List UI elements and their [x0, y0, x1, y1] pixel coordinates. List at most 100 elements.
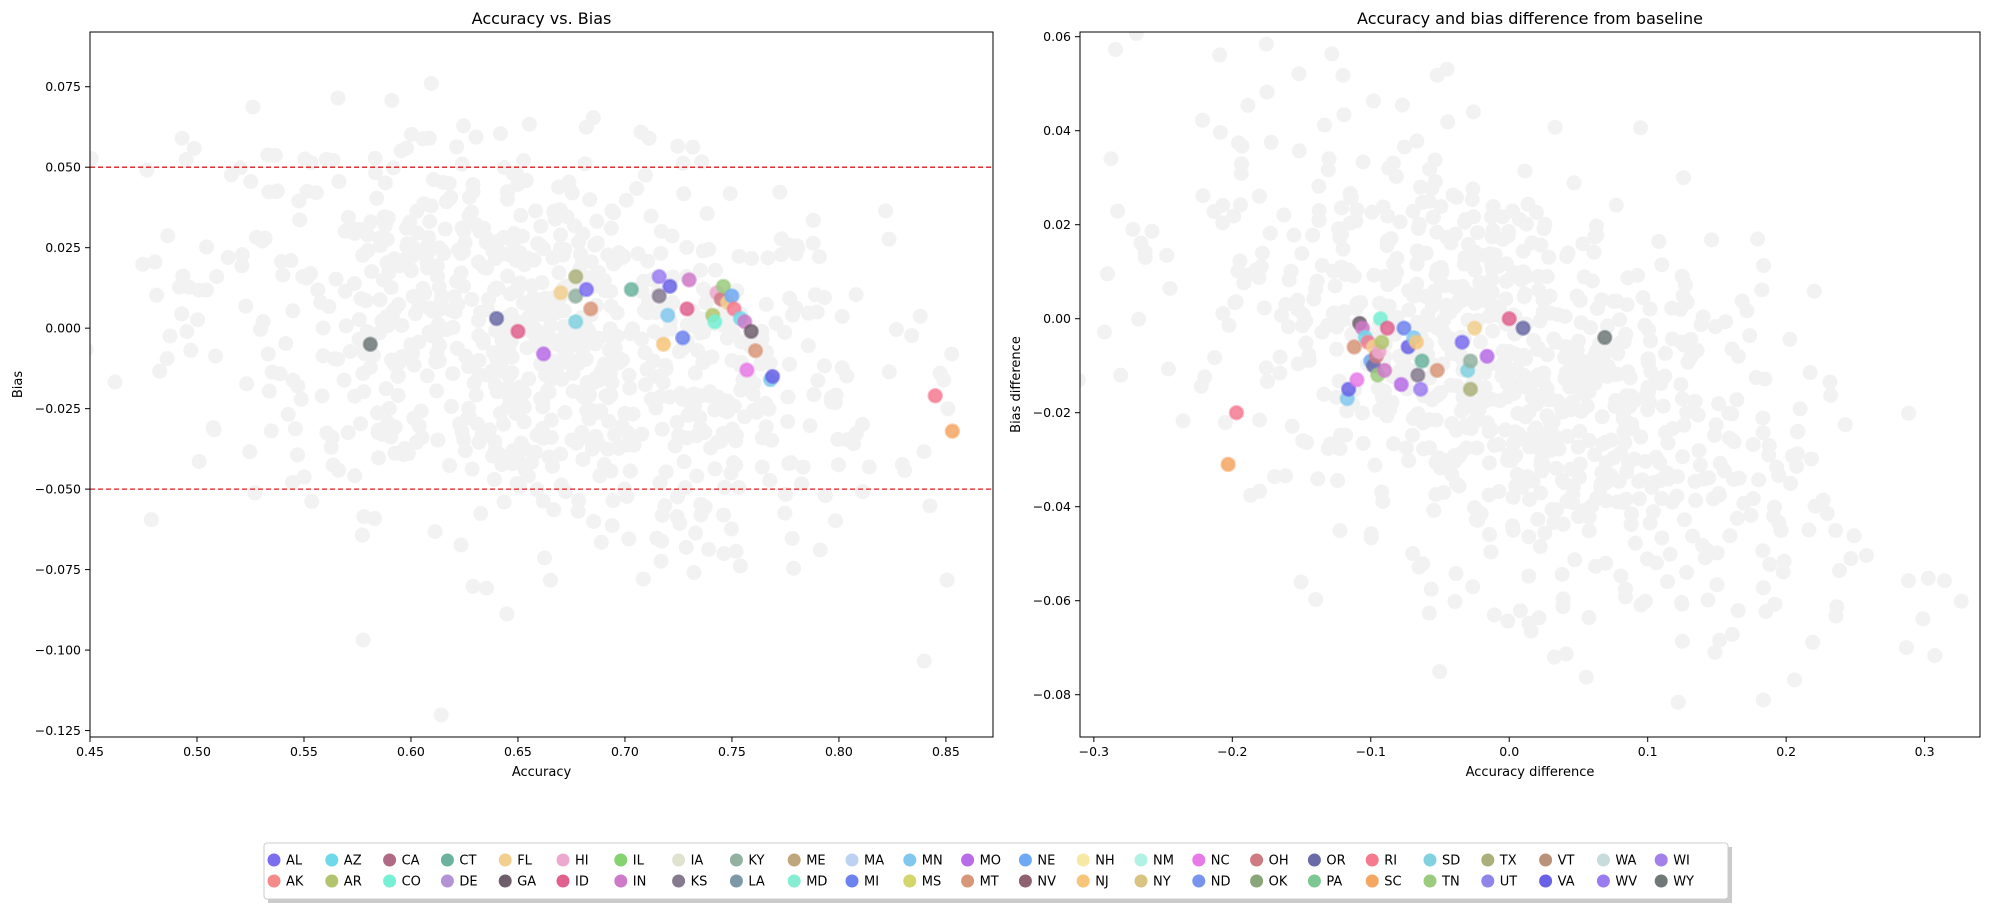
background-point: [239, 376, 255, 392]
background-point: [687, 365, 703, 381]
background-point: [1320, 162, 1336, 178]
background-point: [1806, 283, 1822, 299]
background-point: [434, 288, 450, 304]
background-point: [107, 374, 123, 390]
data-point-id: [1501, 310, 1517, 327]
background-point: [1953, 593, 1969, 609]
background-point: [1384, 394, 1400, 410]
background-point: [364, 264, 380, 280]
background-point: [209, 269, 225, 285]
legend-label: AR: [344, 875, 362, 890]
data-point-ct: [1414, 353, 1430, 369]
background-point: [1444, 466, 1460, 482]
legend-label: TX: [1499, 854, 1517, 869]
y-tick-label: −0.050: [35, 482, 81, 497]
legend-marker: [1192, 853, 1206, 867]
background-point: [1771, 515, 1787, 531]
background-point: [654, 533, 670, 549]
background-point: [1469, 440, 1485, 456]
background-point: [916, 653, 932, 669]
y-tick-label: −0.08: [1033, 687, 1071, 702]
data-point-mi: [674, 330, 691, 346]
background-point: [778, 486, 794, 502]
y-tick-label: −0.04: [1033, 499, 1071, 514]
background-point: [1440, 114, 1456, 130]
background-point: [785, 307, 801, 323]
background-point: [285, 372, 301, 388]
legend-label: HI: [575, 854, 589, 869]
background-point: [464, 291, 480, 307]
background-point: [1346, 268, 1362, 284]
background-point: [1195, 188, 1211, 204]
background-point: [1321, 151, 1337, 167]
background-point: [1767, 596, 1783, 612]
background-point: [445, 366, 461, 382]
background-point: [543, 572, 559, 588]
background-point: [338, 318, 354, 334]
data-point-nj: [1408, 334, 1425, 350]
data-point-or: [488, 310, 505, 327]
background-point: [1505, 522, 1521, 538]
x-tick-label: 0.45: [76, 744, 104, 759]
background-point: [780, 414, 796, 430]
background-point: [1789, 424, 1805, 440]
legend-item-co: CO: [383, 874, 421, 890]
background-point: [1308, 592, 1324, 608]
background-point: [1586, 244, 1602, 260]
background-point: [1665, 421, 1681, 437]
background-point: [323, 439, 339, 455]
background-point: [713, 433, 729, 449]
background-point: [1343, 190, 1359, 206]
y-tick-label: 0.06: [1043, 29, 1071, 44]
legend-item-sd: SD: [1423, 853, 1460, 869]
background-point: [1901, 405, 1917, 421]
background-point: [1448, 422, 1464, 438]
background-point: [1498, 256, 1514, 272]
background-point: [1805, 634, 1821, 650]
background-point: [367, 150, 383, 166]
background-point: [1522, 491, 1538, 507]
data-point-mt: [1429, 362, 1445, 379]
background-point: [471, 313, 487, 329]
background-point: [352, 222, 368, 238]
legend-label: UT: [1500, 875, 1518, 890]
legend-label: KY: [748, 854, 764, 869]
background-point: [1355, 154, 1371, 170]
background-point: [1578, 669, 1594, 685]
background-point: [540, 303, 556, 319]
legend-item-il: IL: [614, 853, 645, 869]
background-point: [516, 414, 532, 430]
data-point-mo: [535, 346, 552, 362]
background-point: [559, 209, 575, 225]
background-point: [453, 265, 469, 281]
background-point: [1427, 152, 1443, 168]
background-point: [601, 413, 617, 429]
data-point-ar: [1374, 334, 1390, 350]
background-point: [186, 140, 202, 156]
background-point: [1516, 347, 1532, 363]
background-point: [1298, 335, 1314, 351]
background-point: [1616, 423, 1632, 439]
background-point: [515, 457, 531, 473]
background-point: [606, 205, 622, 221]
background-point: [1291, 66, 1307, 82]
background-point: [1421, 605, 1437, 621]
legend-marker: [1539, 874, 1553, 888]
background-point: [654, 421, 670, 437]
legend-label: IA: [691, 854, 704, 869]
data-point-fl: [1466, 320, 1483, 336]
background-point: [453, 537, 469, 553]
legend-marker: [729, 853, 743, 867]
legend-item-wa: WA: [1596, 853, 1637, 869]
background-point: [593, 363, 609, 379]
background-point: [1571, 469, 1587, 485]
background-point: [1450, 347, 1466, 363]
background-point: [582, 192, 598, 208]
background-point: [465, 578, 481, 594]
background-point: [695, 243, 711, 259]
background-point: [609, 328, 625, 344]
x-tick-label: 0.3: [1915, 744, 1935, 759]
background-point: [648, 305, 664, 321]
background-point: [378, 381, 394, 397]
background-point: [1253, 259, 1269, 275]
